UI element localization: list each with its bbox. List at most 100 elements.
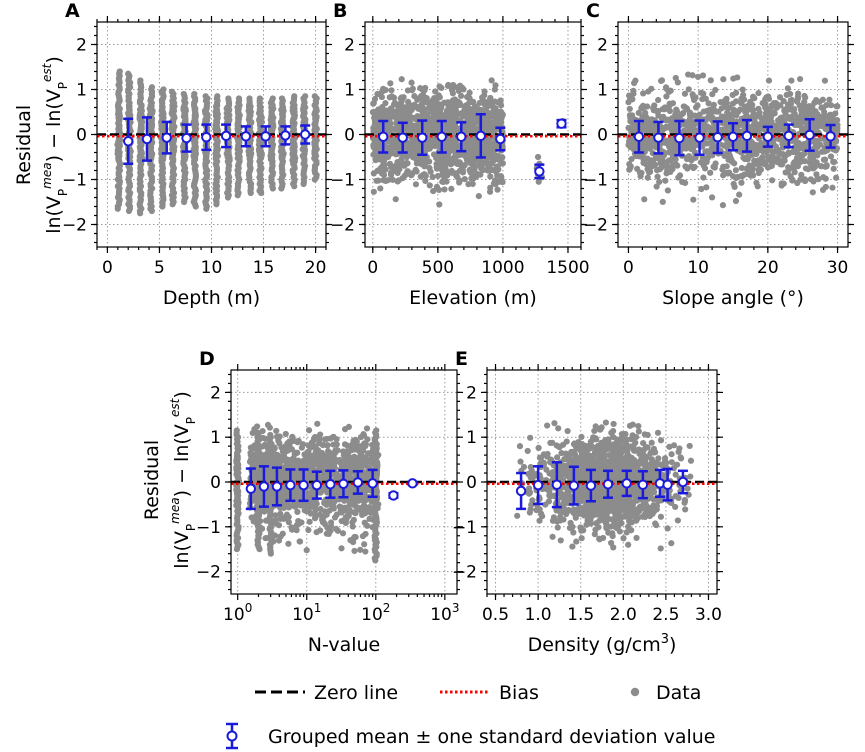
data-point bbox=[494, 152, 501, 159]
data-point bbox=[269, 95, 276, 102]
data-point bbox=[415, 105, 422, 112]
data-point bbox=[403, 171, 410, 178]
data-point bbox=[373, 427, 380, 434]
data-point bbox=[395, 177, 402, 184]
y-tick-label: 0 bbox=[597, 126, 608, 146]
data-point bbox=[723, 104, 730, 111]
data-point bbox=[737, 142, 744, 149]
data-point bbox=[387, 80, 394, 87]
data-point bbox=[461, 176, 468, 183]
data-point bbox=[441, 99, 448, 106]
data-point bbox=[809, 189, 816, 196]
data-point bbox=[445, 81, 452, 89]
data-point bbox=[160, 86, 167, 93]
data-point bbox=[458, 163, 466, 170]
data-point bbox=[370, 100, 377, 107]
grouped-means bbox=[633, 117, 836, 157]
y-tick-label: −2 bbox=[330, 216, 355, 236]
data-point bbox=[436, 201, 443, 208]
data-point bbox=[469, 99, 476, 106]
data-point bbox=[410, 128, 417, 135]
data-point bbox=[225, 95, 232, 102]
data-point bbox=[488, 77, 495, 84]
data-point bbox=[485, 141, 492, 148]
data-point bbox=[137, 77, 144, 84]
data-point bbox=[732, 197, 740, 205]
data-point bbox=[474, 114, 482, 121]
data-point bbox=[630, 87, 637, 94]
data-point bbox=[451, 113, 459, 121]
data-point bbox=[492, 105, 499, 112]
data-point bbox=[663, 93, 670, 100]
y-tick-label: −2 bbox=[62, 216, 87, 236]
data-point bbox=[434, 162, 441, 169]
x-tick-label: 1000 bbox=[481, 258, 524, 278]
grouped-mean bbox=[825, 123, 836, 149]
data-point bbox=[821, 77, 829, 84]
x-tick-label: 0 bbox=[367, 258, 378, 278]
data-point bbox=[417, 85, 424, 92]
data-point bbox=[797, 176, 804, 183]
data-point bbox=[663, 170, 670, 177]
data-point bbox=[658, 124, 665, 131]
data-point bbox=[447, 161, 455, 168]
data-point bbox=[814, 111, 821, 118]
data-point bbox=[408, 141, 415, 148]
data-point bbox=[658, 77, 665, 85]
data-point bbox=[407, 149, 414, 156]
data-point bbox=[807, 176, 814, 183]
data-point bbox=[811, 123, 818, 130]
data-point bbox=[420, 105, 427, 112]
data-point bbox=[421, 96, 428, 104]
x-tick-label: 10 bbox=[687, 258, 709, 278]
data-point bbox=[755, 169, 762, 177]
data-point bbox=[448, 86, 456, 94]
y-tick-label: −1 bbox=[330, 171, 355, 191]
data-point bbox=[789, 177, 796, 184]
data-point bbox=[700, 174, 707, 181]
data-point bbox=[814, 175, 821, 182]
data-point bbox=[465, 141, 472, 148]
data-point bbox=[813, 159, 820, 166]
data-point bbox=[710, 101, 717, 109]
data-point bbox=[259, 427, 266, 435]
data-point bbox=[642, 109, 649, 116]
data-point bbox=[419, 161, 427, 168]
data-point bbox=[468, 112, 475, 119]
data-point bbox=[659, 198, 666, 205]
data-point bbox=[485, 112, 492, 119]
data-point bbox=[655, 96, 662, 104]
data-point bbox=[731, 183, 738, 190]
data-point bbox=[681, 90, 689, 97]
data-point bbox=[748, 139, 755, 146]
data-point bbox=[436, 94, 443, 101]
data-point bbox=[819, 186, 827, 193]
data-point bbox=[809, 154, 817, 161]
data-point bbox=[678, 111, 686, 118]
data-point bbox=[388, 87, 395, 94]
data-point bbox=[732, 167, 740, 174]
data-point bbox=[456, 177, 463, 184]
grouped-means bbox=[123, 116, 311, 165]
data-point bbox=[782, 169, 789, 176]
data-point bbox=[373, 108, 380, 115]
data-point bbox=[278, 95, 286, 102]
data-point bbox=[724, 109, 731, 116]
data-point bbox=[653, 167, 661, 174]
x-tick-label: 500 bbox=[422, 258, 454, 278]
data-point bbox=[406, 122, 413, 129]
data-point bbox=[382, 177, 389, 185]
data-point bbox=[442, 168, 449, 176]
data-point bbox=[434, 172, 442, 180]
data-point bbox=[400, 94, 407, 101]
data-point bbox=[650, 107, 657, 114]
panel-letter-d: D bbox=[199, 348, 215, 370]
data-point bbox=[709, 91, 716, 98]
data-point bbox=[643, 161, 650, 168]
data-point bbox=[456, 82, 464, 89]
data-point bbox=[373, 177, 380, 184]
data-point bbox=[801, 107, 808, 114]
data-point bbox=[644, 174, 651, 181]
